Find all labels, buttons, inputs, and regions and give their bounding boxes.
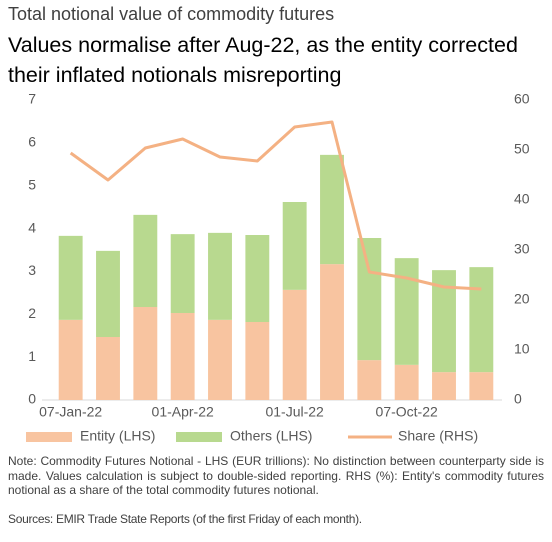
bar-segment xyxy=(245,235,270,322)
y-tick-label: 2 xyxy=(28,305,36,321)
chart: 0 1 2 3 4 5 6 7 0 10 20 30 40 50 60 07-Jan-22 01-Apr-22 0… xyxy=(26,91,530,444)
bar-segment xyxy=(282,202,307,290)
bar-segment xyxy=(170,234,195,313)
y-tick-label: 1 xyxy=(28,348,36,364)
legend-label: Entity (LHS) xyxy=(80,428,155,444)
y2-tick-label: 20 xyxy=(514,291,530,307)
y-tick-label: 3 xyxy=(28,262,36,278)
x-tick-label: 07-Oct-22 xyxy=(376,404,438,420)
bar-segment xyxy=(432,372,456,400)
bar-segment xyxy=(96,250,120,337)
y-tick-label: 0 xyxy=(28,391,36,407)
bar-segment xyxy=(357,360,382,400)
share-line xyxy=(69,120,482,291)
legend-label: Others (LHS) xyxy=(230,428,312,444)
bar-segment xyxy=(282,289,307,400)
bar-segment xyxy=(357,238,382,361)
bar-segment xyxy=(320,154,344,265)
y-tick-label: 4 xyxy=(28,219,36,235)
legend-swatch xyxy=(176,432,222,442)
y2-tick-label: 10 xyxy=(514,341,530,357)
bar-segment xyxy=(320,264,344,400)
bar-segment xyxy=(133,307,158,400)
y-tick-label: 6 xyxy=(28,134,36,150)
note: Note: Commodity Futures Notional - LHS (… xyxy=(8,454,544,497)
sources: Sources: EMIR Trade State Reports (of th… xyxy=(8,512,362,526)
y2-tick-label: 60 xyxy=(514,91,530,107)
x-tick-label: 01-Jul-22 xyxy=(265,404,324,420)
y-tick-label: 5 xyxy=(28,176,36,192)
legend-label: Share (RHS) xyxy=(398,428,478,444)
y-tick-label: 7 xyxy=(28,91,36,107)
bar-segment xyxy=(96,337,120,400)
legend-swatch xyxy=(26,432,72,442)
bar-segment xyxy=(58,319,83,400)
y2-tick-label: 40 xyxy=(514,191,530,207)
chart-subtitle: Values normalise after Aug-22, as the en… xyxy=(8,33,518,87)
bar-segment xyxy=(394,258,419,365)
y2-tick-label: 0 xyxy=(514,391,522,407)
bar-segment xyxy=(394,364,419,400)
bar-segment xyxy=(245,322,270,400)
bar-segment xyxy=(432,270,456,373)
bar-segment xyxy=(469,267,494,373)
y2-tick-label: 30 xyxy=(514,241,530,257)
bar-segment xyxy=(208,319,232,400)
bar-segment xyxy=(469,372,494,400)
bar-segment xyxy=(58,235,83,320)
y2-tick-label: 50 xyxy=(514,141,530,157)
bar-segment xyxy=(133,214,158,307)
chart-title: Total notional value of commodity future… xyxy=(8,4,335,24)
x-tick-label: 01-Apr-22 xyxy=(152,404,214,420)
x-tick-label: 07-Jan-22 xyxy=(39,404,102,420)
bar-segment xyxy=(208,232,232,320)
bar-segment xyxy=(170,313,195,400)
